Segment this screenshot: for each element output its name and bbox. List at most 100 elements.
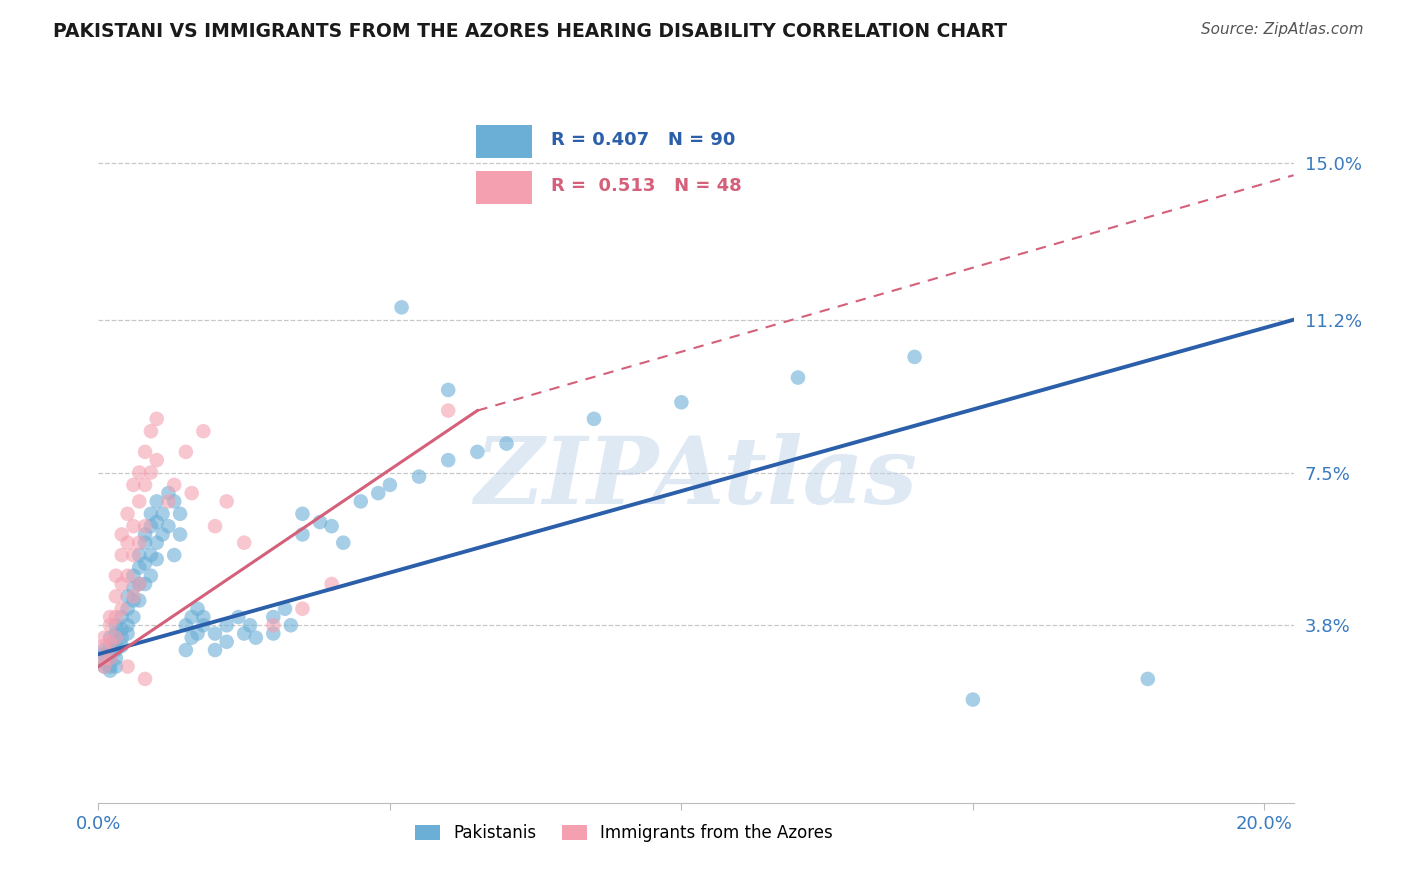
Point: [117, 590, 139, 604]
Point: [117, 626, 139, 640]
Point: [117, 507, 139, 521]
Point: [104, 568, 127, 582]
FancyBboxPatch shape: [477, 171, 531, 204]
Point: [122, 548, 145, 562]
Point: [262, 610, 284, 624]
Point: [128, 593, 150, 607]
Point: [122, 593, 145, 607]
Point: [104, 618, 127, 632]
Point: [104, 631, 127, 645]
Point: [145, 494, 167, 508]
Point: [204, 643, 226, 657]
Point: [145, 412, 167, 426]
Point: [437, 403, 460, 417]
Point: [128, 548, 150, 562]
Point: [98, 631, 121, 645]
Point: [98, 634, 121, 648]
Point: [152, 507, 174, 521]
Point: [134, 577, 156, 591]
Point: [163, 548, 186, 562]
Point: [117, 659, 139, 673]
Point: [174, 445, 197, 459]
Point: [145, 552, 167, 566]
Legend: Pakistanis, Immigrants from the Azores: Pakistanis, Immigrants from the Azores: [409, 817, 839, 848]
Point: [332, 535, 354, 549]
Point: [122, 610, 145, 624]
Point: [903, 350, 925, 364]
Point: [228, 610, 250, 624]
Point: [152, 527, 174, 541]
Point: [186, 601, 208, 615]
Point: [139, 568, 162, 582]
Point: [180, 610, 202, 624]
Point: [117, 618, 139, 632]
Point: [157, 519, 180, 533]
Point: [350, 494, 373, 508]
Point: [93, 643, 115, 657]
Point: [582, 412, 605, 426]
Point: [93, 631, 115, 645]
Point: [174, 643, 197, 657]
Point: [157, 494, 180, 508]
Point: [98, 618, 121, 632]
Point: [193, 424, 215, 438]
Point: [186, 626, 208, 640]
Point: [93, 651, 115, 665]
Point: [180, 486, 202, 500]
Point: [111, 577, 134, 591]
Point: [163, 494, 186, 508]
Point: [671, 395, 693, 409]
Point: [180, 631, 202, 645]
Point: [467, 445, 489, 459]
Point: [111, 639, 134, 653]
Text: ZIPAtlas: ZIPAtlas: [474, 433, 918, 523]
Point: [104, 610, 127, 624]
Point: [104, 643, 127, 657]
Point: [117, 601, 139, 615]
Point: [193, 610, 215, 624]
Point: [117, 535, 139, 549]
Point: [321, 519, 343, 533]
Point: [437, 453, 460, 467]
Point: [367, 486, 389, 500]
Point: [262, 626, 284, 640]
Point: [134, 445, 156, 459]
Point: [787, 370, 810, 384]
Point: [98, 651, 121, 665]
Point: [134, 535, 156, 549]
Point: [128, 535, 150, 549]
Point: [145, 453, 167, 467]
Text: R = 0.407   N = 90: R = 0.407 N = 90: [551, 131, 735, 149]
Point: [291, 601, 314, 615]
Point: [98, 664, 121, 678]
Point: [391, 301, 413, 315]
Point: [962, 692, 984, 706]
Point: [280, 618, 302, 632]
Point: [139, 424, 162, 438]
Point: [139, 466, 162, 480]
Point: [128, 577, 150, 591]
Point: [495, 436, 517, 450]
Point: [104, 634, 127, 648]
Point: [157, 486, 180, 500]
Point: [93, 659, 115, 673]
Text: R =  0.513   N = 48: R = 0.513 N = 48: [551, 178, 741, 195]
Point: [1136, 672, 1159, 686]
Point: [215, 494, 238, 508]
Point: [98, 647, 121, 661]
Point: [104, 651, 127, 665]
Point: [134, 478, 156, 492]
Point: [193, 618, 215, 632]
Point: [117, 568, 139, 582]
Point: [128, 577, 150, 591]
Point: [128, 560, 150, 574]
Point: [134, 672, 156, 686]
Point: [111, 610, 134, 624]
Point: [98, 610, 121, 624]
Point: [122, 519, 145, 533]
Point: [139, 507, 162, 521]
Point: [104, 659, 127, 673]
Point: [122, 590, 145, 604]
Point: [145, 535, 167, 549]
Point: [233, 535, 256, 549]
